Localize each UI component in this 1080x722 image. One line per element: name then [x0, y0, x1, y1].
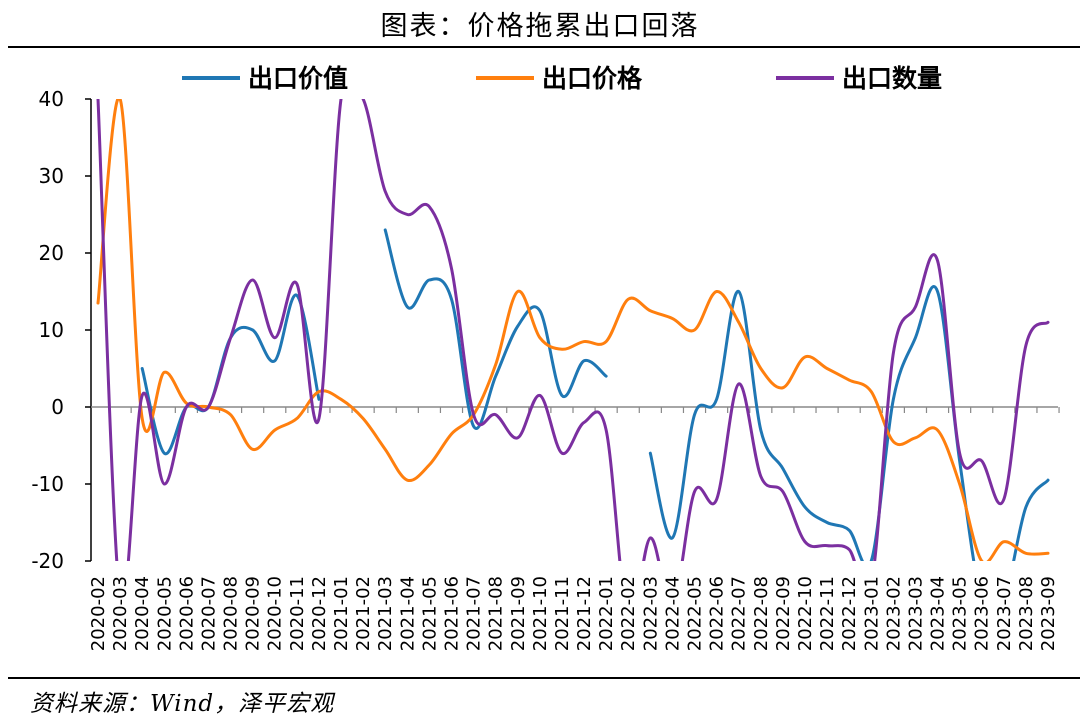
x-tick-label: 2020-12	[309, 576, 330, 651]
x-tick-label: 2022-04	[662, 576, 683, 651]
y-tick-label: 30	[39, 164, 64, 188]
series-1	[140, 228, 1050, 561]
x-tick-label: 2020-04	[132, 576, 153, 651]
x-tick-label: 2021-02	[353, 576, 374, 651]
x-tick-label: 2020-10	[265, 576, 286, 651]
x-tick-label: 2020-11	[287, 576, 308, 651]
y-tick-label: 0	[51, 395, 64, 419]
x-tick-label: 2021-01	[331, 576, 352, 651]
x-tick-label: 2023-04	[928, 576, 949, 651]
x-tick-label: 2020-06	[176, 576, 197, 651]
x-tick-label: 2020-05	[154, 576, 175, 651]
x-tick-label: 2022-08	[751, 576, 772, 651]
y-tick-label: -20	[31, 549, 64, 573]
x-tick-label: 2021-08	[486, 576, 507, 651]
x-tick-label: 2022-05	[685, 576, 706, 651]
source-note: 资料来源：Wind，泽平宏观	[30, 691, 335, 717]
y-tick-label: 10	[39, 318, 64, 342]
x-tick-label: 2021-09	[508, 576, 529, 651]
x-tick-label: 2020-02	[88, 576, 109, 651]
legend-label: 出口价值	[248, 64, 348, 93]
y-axis: 40 30 20 10 0 -10 -20	[31, 87, 92, 573]
x-tick-label: 2022-12	[839, 576, 860, 651]
legend: 出口价值 出口价格 出口数量	[182, 64, 942, 93]
x-tick-label: 2023-06	[972, 576, 993, 651]
x-tick-label: 2020-09	[243, 576, 264, 651]
x-tick-label: 2023-09	[1038, 576, 1059, 651]
series-3	[96, 99, 1050, 561]
legend-item: 出口价值	[182, 64, 348, 93]
chart-title: 图表：价格拖累出口回落	[380, 11, 700, 42]
series-line	[96, 99, 1050, 561]
series-line	[96, 99, 1050, 561]
x-tick-label: 2020-08	[221, 576, 242, 651]
x-tick-label: 2021-04	[397, 576, 418, 651]
series-line	[383, 228, 608, 430]
x-tick-label: 2023-07	[994, 576, 1015, 651]
legend-item: 出口价格	[476, 64, 643, 93]
legend-item: 出口数量	[776, 64, 942, 93]
x-tick-label: 2022-06	[707, 576, 728, 651]
x-tick-label: 2021-07	[464, 576, 485, 651]
x-tick-label: 2021-10	[530, 576, 551, 651]
series-2	[96, 99, 1050, 561]
series-layer	[96, 99, 1050, 561]
legend-label: 出口数量	[842, 64, 942, 93]
series-line	[648, 285, 1050, 561]
x-tick-label: 2022-07	[729, 576, 750, 651]
x-tick-label: 2023-08	[1016, 576, 1037, 651]
y-tick-label: -10	[31, 472, 64, 496]
x-tick-label: 2021-05	[419, 576, 440, 651]
x-tick-label: 2021-03	[375, 576, 396, 651]
x-tick-label: 2022-03	[640, 576, 661, 651]
x-axis: 2020-02 2020-03 2020-04 2020-05 2020-06 2020-…	[88, 406, 1060, 651]
title-divider	[8, 46, 1080, 48]
x-tick-label: 2021-06	[441, 576, 462, 651]
x-tick-label: 2021-11	[552, 576, 573, 651]
x-tick-label: 2022-10	[795, 576, 816, 651]
x-tick-label: 2020-07	[198, 576, 219, 651]
x-tick-label: 2022-02	[618, 576, 639, 651]
legend-label: 出口价格	[542, 64, 643, 93]
x-tick-label: 2023-05	[950, 576, 971, 651]
x-tick-label: 2020-03	[110, 576, 131, 651]
y-tick-label: 20	[39, 241, 64, 265]
x-tick-label: 2022-09	[773, 576, 794, 651]
x-tick-label: 2023-01	[861, 576, 882, 651]
x-tick-label: 2022-01	[596, 576, 617, 651]
source-divider	[8, 677, 1080, 679]
x-tick-label: 2022-11	[817, 576, 838, 651]
x-tick-label: 2023-02	[883, 576, 904, 651]
x-tick-label: 2021-12	[574, 576, 595, 651]
y-tick-label: 40	[39, 87, 64, 111]
x-tick-label: 2023-03	[905, 576, 926, 651]
